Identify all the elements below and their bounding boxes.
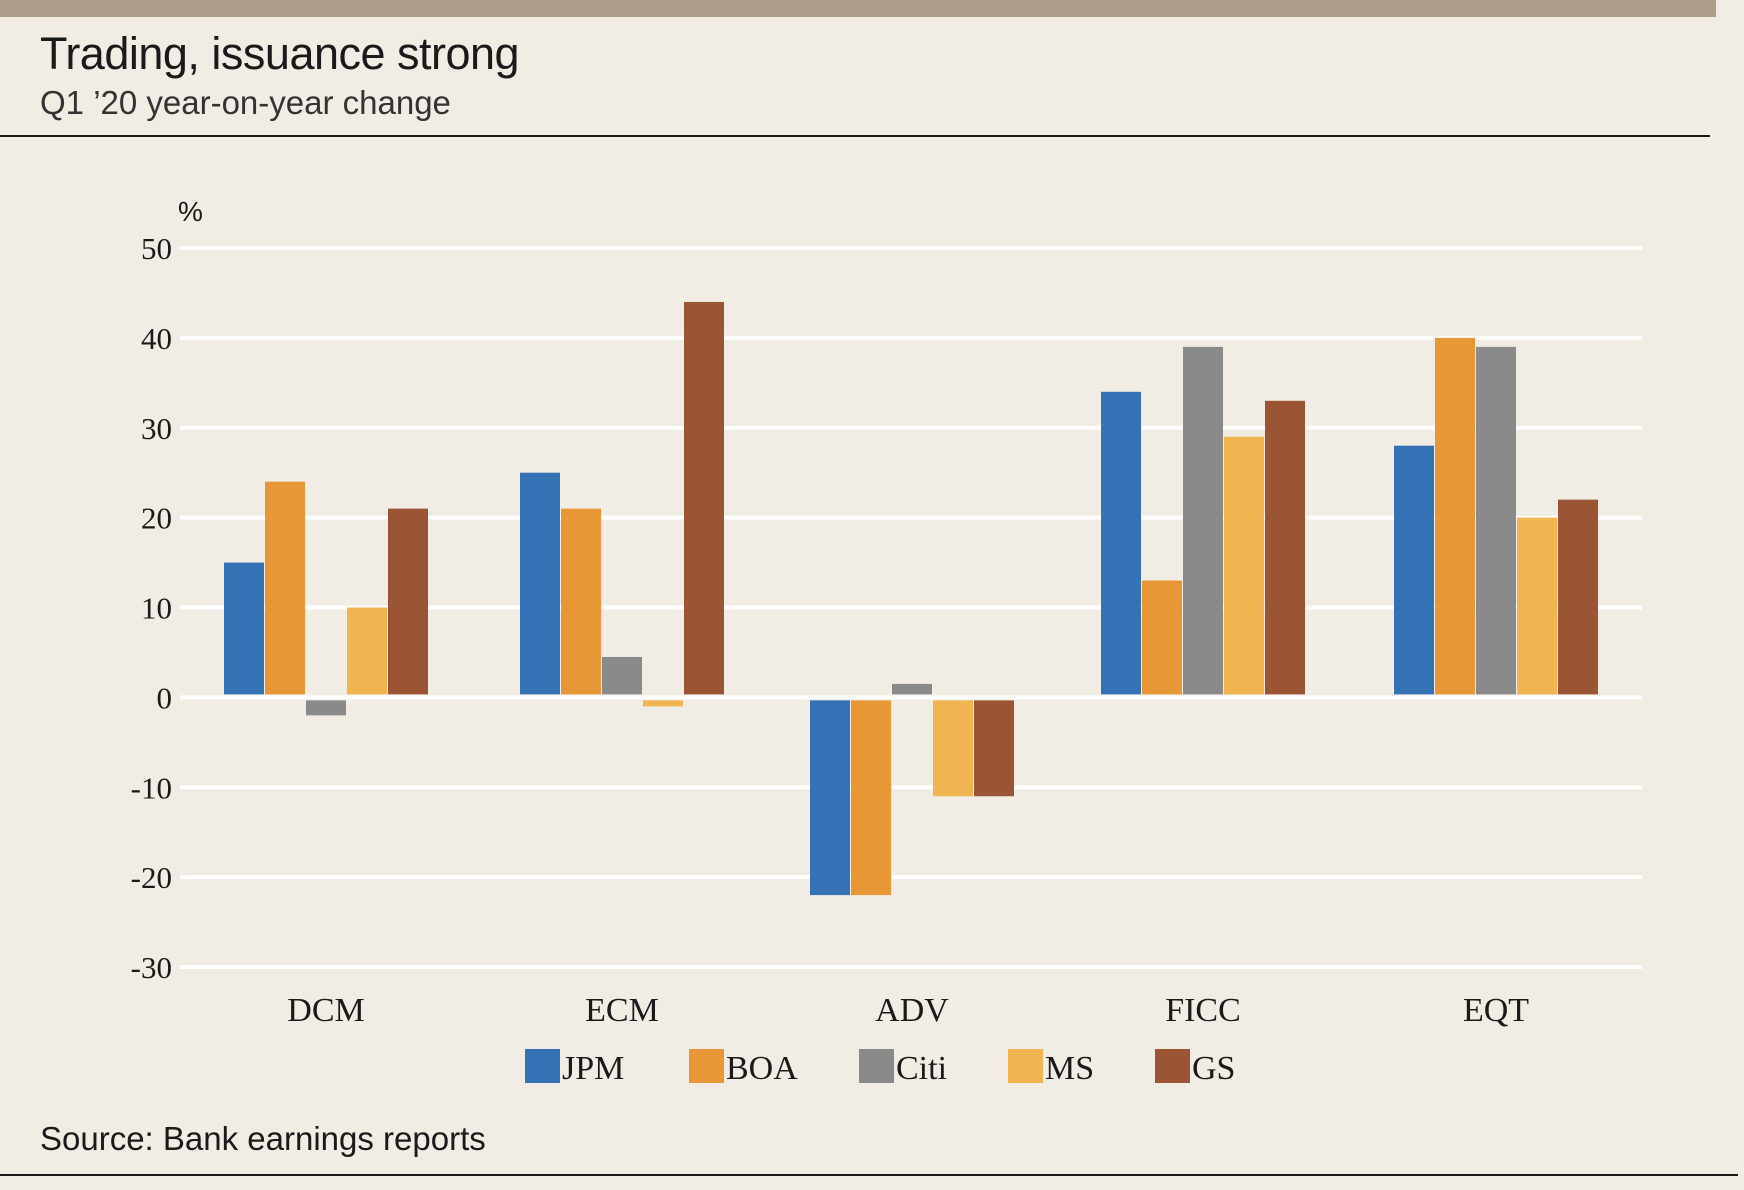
legend-swatch-ms — [1008, 1049, 1043, 1083]
header-divider — [0, 135, 1710, 137]
y-tick-label: 20 — [141, 501, 172, 536]
y-tick-label: 30 — [141, 411, 172, 446]
chart-title: Trading, issuance strong — [40, 28, 520, 79]
bar-gs-eqt — [1558, 499, 1598, 695]
chart-subtitle: Q1 ’20 year-on-year change — [40, 84, 451, 121]
bar-citi-eqt — [1476, 346, 1516, 695]
top-accent-bar — [0, 0, 1716, 17]
bars — [224, 301, 1598, 896]
bar-gs-ecm — [684, 301, 724, 695]
bar-jpm-ecm — [520, 472, 560, 695]
bar-ms-adv — [933, 700, 973, 797]
bar-citi-adv — [892, 683, 932, 695]
legend-label-boa: BOA — [726, 1050, 798, 1087]
bar-gs-dcm — [388, 508, 428, 695]
x-axis-categories: DCM ECM ADV FICC EQT — [287, 992, 1529, 1029]
bar-ms-ficc — [1224, 436, 1264, 695]
x-category-label: ADV — [875, 992, 949, 1029]
legend-swatch-citi — [859, 1049, 894, 1083]
bar-boa-ecm — [561, 508, 601, 695]
bar-boa-dcm — [265, 481, 305, 695]
bar-ms-eqt — [1517, 517, 1557, 695]
x-category-label: DCM — [287, 992, 364, 1029]
source-note: Source: Bank earnings reports — [40, 1120, 486, 1157]
y-tick-label: 40 — [141, 321, 172, 356]
x-category-label: EQT — [1463, 992, 1529, 1029]
bar-boa-ficc — [1142, 580, 1182, 695]
bar-ms-dcm — [347, 607, 387, 695]
bar-gs-adv — [974, 700, 1014, 797]
bar-ms-ecm — [643, 700, 683, 707]
legend-swatch-jpm — [525, 1049, 560, 1083]
y-axis-unit: % — [178, 196, 203, 227]
legend-label-citi: Citi — [896, 1050, 947, 1087]
bar-boa-adv — [851, 700, 891, 896]
bar-gs-ficc — [1265, 400, 1305, 695]
y-tick-label: -20 — [131, 860, 172, 895]
y-tick-label: -10 — [131, 770, 172, 805]
y-tick-label: -30 — [131, 950, 172, 985]
bar-citi-dcm — [306, 700, 346, 716]
y-axis-ticks: 50 40 30 20 10 0 -10 -20 -30 — [131, 231, 172, 985]
y-tick-label: 10 — [141, 591, 172, 626]
footer-divider — [0, 1174, 1738, 1176]
bar-jpm-dcm — [224, 562, 264, 695]
bar-jpm-adv — [810, 700, 850, 896]
y-tick-label: 0 — [157, 680, 173, 715]
legend-swatch-gs — [1155, 1049, 1190, 1083]
bar-boa-eqt — [1435, 337, 1475, 695]
x-category-label: FICC — [1165, 992, 1241, 1029]
legend: JPM BOA Citi MS GS — [525, 1049, 1235, 1087]
bar-citi-ecm — [602, 656, 642, 695]
legend-label-gs: GS — [1192, 1050, 1235, 1087]
legend-label-jpm: JPM — [562, 1050, 624, 1087]
bar-jpm-ficc — [1101, 391, 1141, 695]
bar-citi-ficc — [1183, 346, 1223, 695]
legend-swatch-boa — [689, 1049, 724, 1083]
legend-label-ms: MS — [1045, 1050, 1094, 1087]
x-category-label: ECM — [585, 992, 659, 1029]
y-tick-label: 50 — [141, 231, 172, 266]
bar-jpm-eqt — [1394, 445, 1434, 695]
